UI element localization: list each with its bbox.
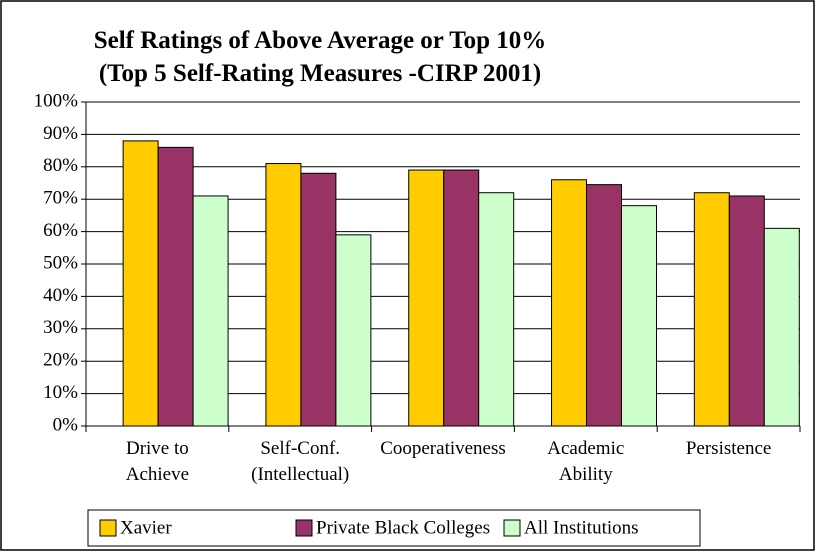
- bar: [693, 192, 730, 427]
- legend-swatch: [295, 519, 313, 537]
- legend-box: [87, 509, 701, 547]
- y-tick-label: 40%: [43, 285, 78, 306]
- bar: [335, 234, 372, 427]
- y-tick-label: 70%: [43, 188, 78, 209]
- y-tick-label: 80%: [43, 155, 78, 176]
- y-tick-label: 0%: [53, 414, 79, 435]
- bar: [408, 169, 445, 427]
- bar: [443, 169, 480, 427]
- y-tick-label: 10%: [43, 382, 78, 403]
- legend-swatch: [503, 519, 521, 537]
- bar: [478, 192, 515, 427]
- bar: [122, 140, 159, 427]
- bar: [300, 172, 337, 427]
- bar: [763, 227, 800, 427]
- y-tick-label: 20%: [43, 350, 78, 371]
- legend-label: Private Black Colleges: [316, 517, 490, 538]
- x-tick-label: Academic Ability: [547, 438, 625, 485]
- bar: [265, 163, 302, 427]
- y-tick-label: 50%: [43, 252, 78, 273]
- x-tick-label: Self-Conf. (Intellectual): [251, 438, 350, 485]
- legend-label: Xavier: [120, 517, 172, 538]
- y-tick-label: 30%: [43, 317, 78, 338]
- y-tick-label: 100%: [34, 90, 79, 111]
- bar: [728, 195, 765, 427]
- legend-swatch: [99, 519, 117, 537]
- y-tick-label: 60%: [43, 220, 78, 241]
- x-tick-label: Drive to Achieve: [125, 438, 190, 485]
- bar: [551, 179, 588, 427]
- legend-label: All Institutions: [524, 517, 639, 538]
- bar: [157, 146, 194, 427]
- bar: [621, 205, 657, 427]
- y-tick-label: 90%: [43, 123, 78, 144]
- x-tick-label: Persistence: [685, 438, 772, 459]
- x-tick-label: Cooperativeness: [380, 438, 506, 459]
- bar: [586, 184, 622, 427]
- bar: [192, 195, 229, 427]
- chart-title: Self Ratings of Above Average or Top 10%…: [93, 27, 547, 87]
